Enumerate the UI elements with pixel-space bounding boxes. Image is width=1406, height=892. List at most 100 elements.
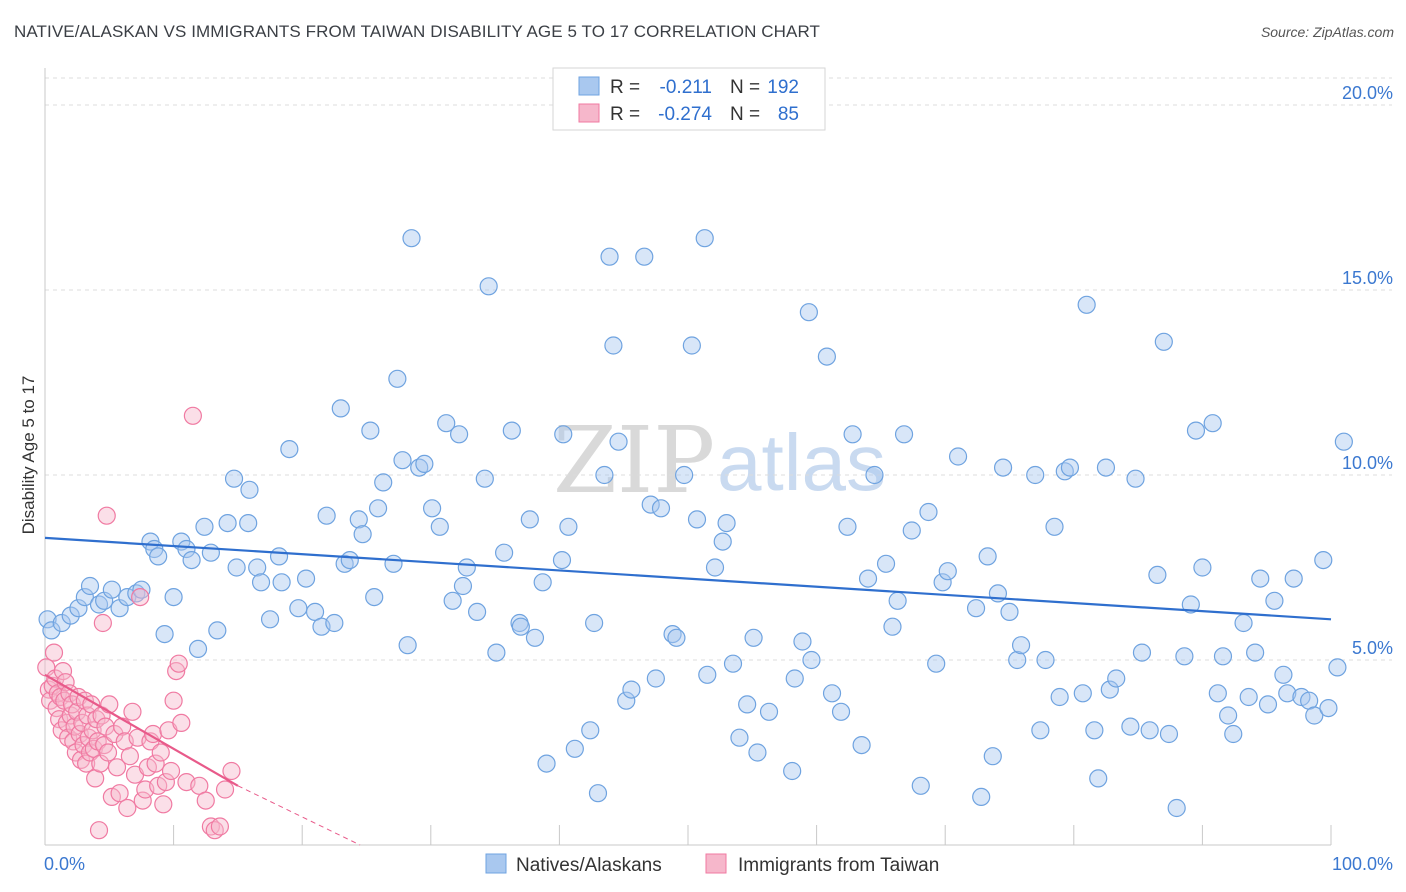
native-point-180 bbox=[1265, 591, 1284, 610]
native-point-30 bbox=[240, 480, 259, 499]
legend-n-label-1: N = bbox=[730, 104, 760, 125]
legend-r-value-0: -0.211 bbox=[660, 77, 712, 98]
native-point-147 bbox=[1045, 517, 1064, 536]
native-point-1 bbox=[42, 621, 61, 640]
native-point-25 bbox=[208, 621, 227, 640]
native-point-3 bbox=[61, 606, 80, 625]
native-point-102 bbox=[705, 558, 725, 577]
taiwan-point-29 bbox=[77, 754, 96, 773]
taiwan-point-60 bbox=[133, 791, 152, 810]
native-point-90 bbox=[622, 680, 641, 699]
taiwan-point-55 bbox=[120, 747, 139, 766]
native-point-136 bbox=[972, 787, 991, 807]
native-point-103 bbox=[713, 532, 732, 551]
native-point-91 bbox=[635, 247, 654, 266]
native-point-80 bbox=[559, 517, 578, 536]
native-point-99 bbox=[687, 510, 707, 529]
native-point-188 bbox=[1319, 698, 1338, 718]
native-point-27 bbox=[224, 469, 244, 488]
taiwan-point-56 bbox=[123, 702, 142, 721]
taiwan-point-54 bbox=[118, 798, 137, 818]
native-point-142 bbox=[1008, 650, 1027, 670]
native-point-132 bbox=[933, 573, 952, 592]
native-point-45 bbox=[340, 550, 359, 570]
taiwan-trend-extension bbox=[237, 785, 361, 846]
taiwan-point-65 bbox=[146, 754, 165, 773]
data-points bbox=[37, 229, 1353, 840]
taiwan-point-52 bbox=[113, 717, 132, 736]
series-legend-swatch-taiwan bbox=[705, 853, 727, 874]
native-point-126 bbox=[888, 591, 907, 610]
native-point-43 bbox=[331, 399, 350, 418]
native-point-28 bbox=[227, 558, 246, 577]
native-point-189 bbox=[1328, 658, 1347, 677]
series-legend-label-natives: Natives/Alaskans bbox=[516, 855, 662, 876]
native-point-5 bbox=[75, 587, 94, 607]
taiwan-point-79 bbox=[196, 791, 215, 810]
native-point-11 bbox=[118, 587, 137, 607]
native-point-120 bbox=[843, 425, 862, 444]
native-point-107 bbox=[738, 695, 757, 714]
native-point-105 bbox=[723, 654, 743, 673]
taiwan-point-2 bbox=[41, 691, 60, 710]
taiwan-trend-line bbox=[44, 673, 239, 787]
native-point-135 bbox=[966, 599, 986, 618]
native-point-32 bbox=[251, 573, 271, 592]
native-point-165 bbox=[1167, 798, 1186, 818]
native-point-124 bbox=[876, 554, 896, 573]
native-point-59 bbox=[422, 499, 442, 518]
native-point-157 bbox=[1107, 669, 1126, 688]
native-point-151 bbox=[1073, 684, 1092, 703]
native-point-116 bbox=[817, 347, 836, 366]
native-point-58 bbox=[415, 454, 434, 473]
taiwan-point-71 bbox=[161, 761, 181, 781]
native-point-164 bbox=[1159, 724, 1179, 744]
native-point-150 bbox=[1060, 458, 1080, 477]
native-point-114 bbox=[799, 303, 818, 322]
native-point-115 bbox=[802, 650, 821, 670]
native-point-168 bbox=[1186, 421, 1206, 440]
native-point-36 bbox=[280, 440, 299, 459]
native-point-162 bbox=[1148, 565, 1167, 585]
native-point-38 bbox=[296, 569, 316, 588]
native-point-146 bbox=[1036, 650, 1055, 670]
native-point-4 bbox=[69, 599, 88, 618]
x-tick-label-100: 100.0% bbox=[1332, 854, 1393, 874]
correlation-legend: R = -0.211 N = 192 R = -0.274 N = 85 bbox=[552, 67, 826, 131]
native-point-130 bbox=[919, 502, 938, 522]
legend-n-label-0: N = bbox=[730, 77, 760, 98]
native-point-79 bbox=[554, 425, 573, 444]
native-point-17 bbox=[155, 624, 174, 644]
series-legend-label-taiwan: Immigrants from Taiwan bbox=[738, 855, 939, 876]
native-point-178 bbox=[1251, 569, 1270, 588]
native-point-154 bbox=[1089, 769, 1108, 788]
legend-r-label-1: R = bbox=[610, 104, 640, 125]
taiwan-point-45 bbox=[97, 506, 116, 525]
taiwan-point-51 bbox=[110, 784, 129, 803]
native-point-81 bbox=[565, 739, 584, 758]
native-point-182 bbox=[1278, 684, 1297, 703]
native-point-20 bbox=[177, 539, 196, 559]
legend-r-value-1: -0.274 bbox=[658, 104, 712, 125]
taiwan-point-82 bbox=[210, 817, 229, 836]
native-point-100 bbox=[695, 229, 714, 248]
legend-r-label-0: R = bbox=[610, 77, 640, 98]
native-point-50 bbox=[368, 499, 388, 518]
taiwan-point-42 bbox=[93, 613, 112, 633]
native-point-181 bbox=[1274, 665, 1293, 684]
native-point-61 bbox=[437, 414, 456, 433]
native-point-31 bbox=[248, 558, 267, 577]
native-point-89 bbox=[617, 691, 636, 710]
taiwan-point-19 bbox=[64, 732, 83, 751]
native-point-170 bbox=[1203, 414, 1222, 433]
native-point-122 bbox=[858, 569, 878, 588]
native-point-94 bbox=[651, 499, 671, 518]
native-point-0 bbox=[38, 610, 57, 629]
native-point-117 bbox=[822, 684, 842, 703]
native-point-131 bbox=[927, 654, 946, 673]
native-point-6 bbox=[80, 576, 100, 596]
native-point-29 bbox=[239, 513, 258, 533]
native-point-87 bbox=[604, 336, 623, 355]
native-point-153 bbox=[1085, 721, 1104, 740]
native-point-145 bbox=[1031, 721, 1050, 740]
